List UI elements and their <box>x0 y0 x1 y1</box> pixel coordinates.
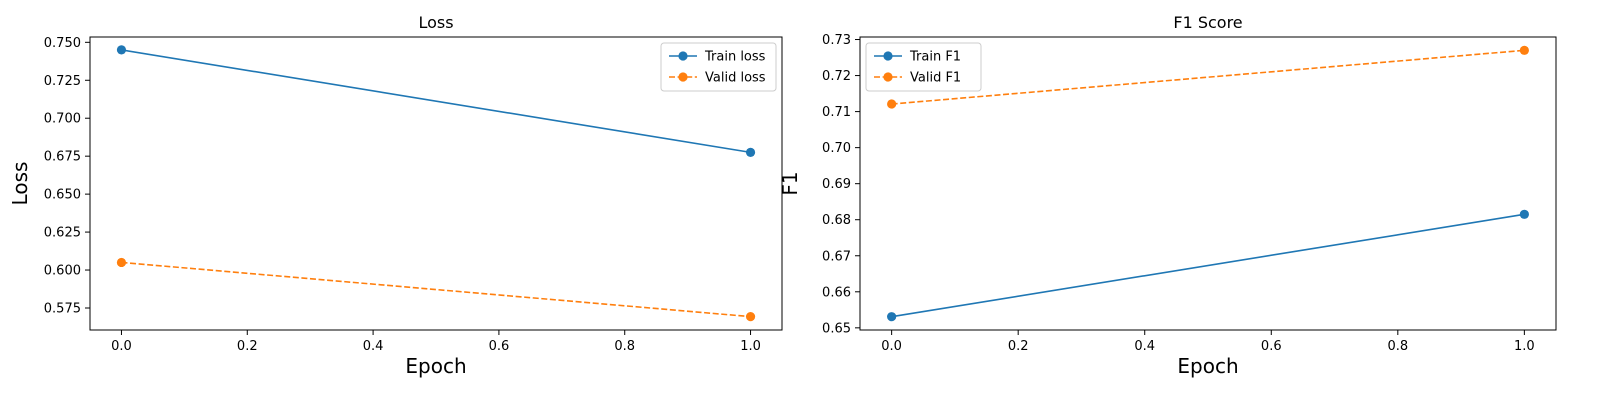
x-tick-label: 0.2 <box>237 339 258 354</box>
legend-box <box>865 42 982 92</box>
legend: Train F1 Valid F1 <box>865 42 982 92</box>
y-tick-label: 0.68 <box>822 213 851 228</box>
plot-frame <box>89 36 783 331</box>
y-axis-label: F1 <box>778 171 802 195</box>
x-tick-label: 0.0 <box>881 339 902 354</box>
chart-panel-1: Loss Epoch Loss 0.0 0.2 0.4 0.6 0.8 1.0 0.575 0.60… <box>8 13 783 378</box>
legend-label: Valid F1 <box>910 71 961 86</box>
y-tick-label: 0.72 <box>822 69 851 84</box>
legend-label: Train F1 <box>909 50 961 65</box>
y-tick-label: 0.625 <box>44 226 81 241</box>
chart-title: Loss <box>418 13 453 32</box>
data-point <box>1519 45 1529 55</box>
series-line-1 <box>121 49 751 154</box>
x-axis-label: Epoch <box>1177 354 1238 378</box>
x-tick-label: 0.8 <box>614 339 635 354</box>
x-tick-label: 1.0 <box>740 339 761 354</box>
chart-panel-2: F1 Score Epoch F1 0.0 0.2 0.4 0.6 0.8 1.0 0.65 0.6… <box>778 13 1557 378</box>
legend-box <box>660 42 777 92</box>
y-tick-label: 0.650 <box>44 188 81 203</box>
x-tick-label: 0.6 <box>1261 339 1282 354</box>
y-tick-label: 0.750 <box>44 36 81 51</box>
legend-marker <box>678 51 688 61</box>
series-line-2 <box>891 49 1525 105</box>
data-point <box>116 257 127 268</box>
y-tick-label: 0.575 <box>44 301 81 316</box>
y-tick-label: 0.600 <box>44 264 81 279</box>
legend-marker <box>883 72 893 82</box>
x-tick-label: 0.0 <box>111 339 132 354</box>
data-point <box>745 312 756 322</box>
chart-title: F1 Score <box>1173 13 1242 32</box>
x-tick-label: 0.8 <box>1387 339 1408 354</box>
data-point <box>745 147 756 157</box>
y-tick-label: 0.70 <box>822 141 851 156</box>
y-tick-label: 0.725 <box>44 74 81 89</box>
x-tick-label: 0.4 <box>363 339 384 354</box>
x-tick-label: 0.2 <box>1008 339 1029 354</box>
x-tick-label: 0.6 <box>489 339 510 354</box>
data-point <box>887 312 897 322</box>
legend-label: Valid loss <box>705 71 766 86</box>
data-point <box>887 99 897 109</box>
data-point <box>116 45 127 55</box>
y-tick-label: 0.65 <box>822 321 851 336</box>
y-tick-label: 0.675 <box>44 150 81 165</box>
y-tick-label: 0.700 <box>44 112 81 127</box>
y-axis-label: Loss <box>8 162 32 206</box>
data-point <box>1519 209 1529 219</box>
x-axis-label: Epoch <box>405 354 466 378</box>
y-tick-label: 0.67 <box>822 249 851 264</box>
y-tick-label: 0.69 <box>822 177 851 192</box>
series-line-1 <box>891 213 1525 318</box>
legend-label: Train loss <box>704 50 766 65</box>
series-line-2 <box>121 261 751 318</box>
legend: Train loss Valid loss <box>660 42 777 92</box>
y-tick-label: 0.73 <box>822 33 851 48</box>
x-tick-label: 1.0 <box>1514 339 1535 354</box>
legend-marker <box>678 72 688 82</box>
legend-marker <box>883 51 893 61</box>
plot-frame <box>859 36 1557 331</box>
y-tick-label: 0.71 <box>822 105 851 120</box>
y-tick-label: 0.66 <box>822 285 851 300</box>
x-tick-label: 0.4 <box>1134 339 1155 354</box>
